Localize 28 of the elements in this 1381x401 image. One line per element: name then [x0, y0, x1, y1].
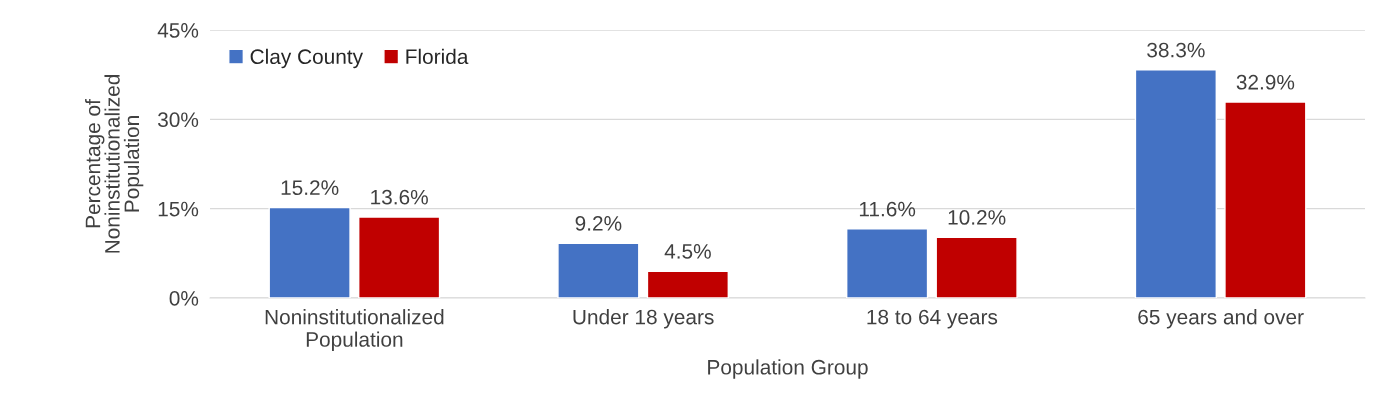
x-tick-label: Noninstitutionalized Population [265, 309, 444, 351]
legend-label: Florida [406, 48, 469, 65]
data-label: 13.6% [371, 189, 428, 205]
y-tick-label: 0% [169, 291, 199, 306]
data-label: 10.2% [948, 210, 1006, 225]
bar [1134, 69, 1217, 298]
x-tick-label: Under 18 years [573, 309, 714, 329]
y-tick-label: 45% [157, 23, 199, 38]
bar [557, 242, 640, 298]
x-axis-title: Population Group [708, 359, 868, 379]
y-tick-label: 30% [157, 112, 199, 128]
bar [358, 216, 441, 298]
legend-label: Clay County [250, 48, 364, 69]
data-label: 4.5% [664, 244, 711, 259]
data-label: 9.2% [575, 216, 622, 231]
bar [845, 228, 929, 298]
x-tick-label: 18 to 64 years [867, 309, 998, 329]
bar [1224, 101, 1307, 298]
data-label: 32.9% [1236, 74, 1295, 90]
bar [268, 206, 351, 298]
x-tick-label: 65 years and over [1138, 309, 1304, 329]
data-label: 15.2% [281, 180, 339, 196]
data-label: 38.3% [1147, 42, 1205, 58]
y-axis-title: Percentage of Noninstitutionalized Population [85, 75, 144, 253]
bar [646, 270, 730, 298]
y-tick-label: 15% [158, 201, 199, 217]
bar [935, 236, 1018, 298]
data-label: 11.6% [859, 201, 916, 217]
